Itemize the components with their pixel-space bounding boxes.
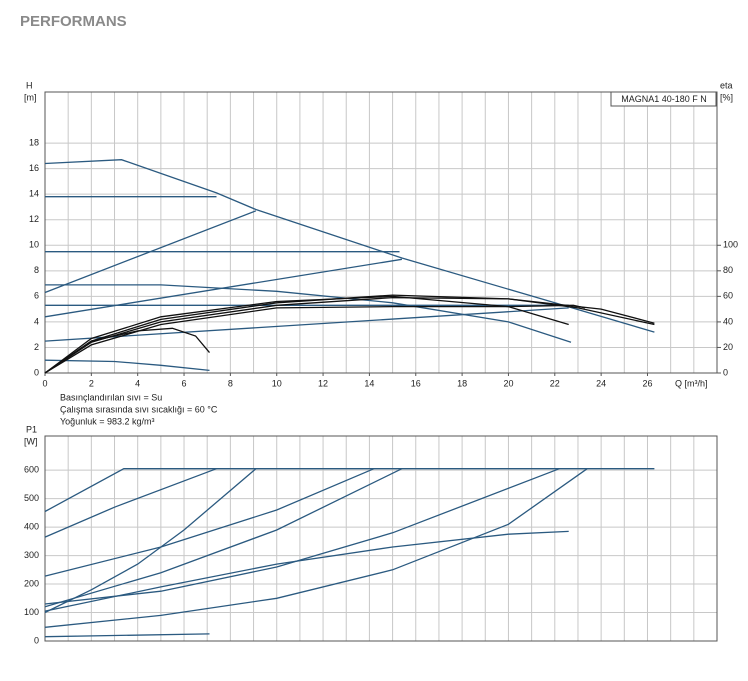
curve bbox=[44, 468, 588, 628]
x-tick-label: 12 bbox=[318, 378, 328, 388]
x-tick-label: 18 bbox=[457, 378, 467, 388]
x-tick-label: 20 bbox=[503, 378, 513, 388]
legend-title: MAGNA1 40-180 F N bbox=[621, 94, 707, 104]
curve bbox=[44, 304, 586, 374]
y-tick-label: 2 bbox=[34, 342, 39, 352]
y-axis-label: H bbox=[26, 80, 33, 90]
curve bbox=[44, 468, 403, 608]
y-tick-label: 10 bbox=[29, 240, 39, 250]
y-tick-label: 300 bbox=[24, 550, 39, 560]
curve bbox=[44, 530, 569, 612]
curve bbox=[44, 210, 257, 294]
x-tick-label: 10 bbox=[272, 378, 282, 388]
x-tick-label: 6 bbox=[182, 378, 187, 388]
plot-frame bbox=[44, 435, 718, 642]
x-tick-label: 2 bbox=[89, 378, 94, 388]
x-tick-label: 8 bbox=[228, 378, 233, 388]
curve bbox=[44, 327, 210, 374]
y-axis-unit: [W] bbox=[24, 436, 38, 446]
curve bbox=[44, 307, 569, 342]
x-tick-label: 4 bbox=[135, 378, 140, 388]
curve bbox=[44, 468, 257, 614]
curve bbox=[44, 159, 655, 333]
y-tick-label: 500 bbox=[24, 493, 39, 503]
note: Çalışma sırasında sıvı sıcaklığı = 60 °C bbox=[60, 404, 218, 414]
y-tick-label: 4 bbox=[34, 316, 39, 326]
x-tick-label: 0 bbox=[42, 378, 47, 388]
plot-frame bbox=[44, 91, 718, 374]
x-tick-label: 16 bbox=[411, 378, 421, 388]
curve bbox=[44, 468, 560, 605]
y2-axis-unit: [%] bbox=[720, 92, 733, 102]
x-axis-label: Q [m³/h] bbox=[675, 378, 708, 388]
y2-tick-label: 0 bbox=[723, 367, 728, 377]
curve bbox=[44, 468, 217, 538]
legend-box bbox=[610, 91, 717, 107]
y-tick-label: 14 bbox=[29, 189, 39, 199]
y-tick-label: 0 bbox=[34, 367, 39, 377]
y-tick-label: 12 bbox=[29, 214, 39, 224]
x-tick-label: 26 bbox=[642, 378, 652, 388]
y-tick-label: 200 bbox=[24, 578, 39, 588]
y-tick-label: 18 bbox=[29, 137, 39, 147]
curve bbox=[44, 359, 210, 372]
y-tick-label: 0 bbox=[34, 635, 39, 645]
curve bbox=[44, 633, 210, 638]
y-tick-label: 8 bbox=[34, 265, 39, 275]
y-tick-label: 100 bbox=[24, 607, 39, 617]
y-axis-unit: [m] bbox=[24, 92, 37, 102]
y2-tick-label: 40 bbox=[723, 316, 733, 326]
note: Basınçlandırılan sıvı = Su bbox=[60, 392, 162, 402]
y2-tick-label: 80 bbox=[723, 265, 733, 275]
y-tick-label: 16 bbox=[29, 163, 39, 173]
curve bbox=[44, 468, 375, 577]
y-axis-label: P1 bbox=[26, 424, 37, 434]
x-tick-label: 22 bbox=[550, 378, 560, 388]
y-tick-label: 6 bbox=[34, 291, 39, 301]
curve bbox=[45, 284, 572, 343]
x-tick-label: 14 bbox=[364, 378, 374, 388]
note: Yoğunluk = 983.2 kg/m³ bbox=[60, 416, 154, 426]
y2-tick-label: 100 bbox=[723, 240, 738, 250]
y2-axis-label: eta bbox=[720, 80, 733, 90]
x-tick-label: 24 bbox=[596, 378, 606, 388]
y-tick-label: 400 bbox=[24, 521, 39, 531]
y2-tick-label: 60 bbox=[723, 291, 733, 301]
curve bbox=[44, 468, 655, 513]
y2-tick-label: 20 bbox=[723, 342, 733, 352]
page-title: PERFORMANS bbox=[20, 13, 127, 30]
y-tick-label: 600 bbox=[24, 465, 39, 475]
